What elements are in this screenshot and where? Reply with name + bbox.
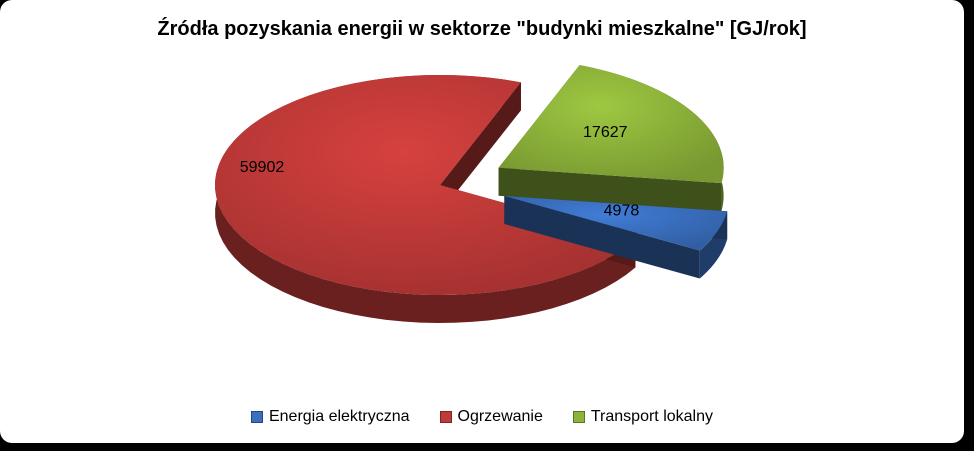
pie-slice-energia-elektryczna xyxy=(504,195,728,251)
legend-swatch-1 xyxy=(250,411,263,423)
legend-swatch-3 xyxy=(572,411,585,423)
pie-slice-ogrzewanie xyxy=(214,75,636,296)
pie-slice-cut-3-2 xyxy=(498,167,722,212)
chart-title: Źródła pozyskania energii w sektorze "bu… xyxy=(157,18,807,40)
legend-swatch-2 xyxy=(439,411,452,423)
pie-slice-cut-1-2 xyxy=(504,195,700,279)
legend-label-2: Ogrzewanie xyxy=(457,408,543,425)
data-label-3: 17627 xyxy=(583,124,628,141)
chart-panel: Źródła pozyskania energii w sektorze "bu… xyxy=(0,0,964,443)
legend-item-1: Energia elektryczna xyxy=(250,408,410,426)
legend-item-3: Transport lokalny xyxy=(572,408,713,426)
legend-label-1: Energia elektryczna xyxy=(268,408,410,425)
legend-item-2: Ogrzewanie xyxy=(439,408,543,426)
data-label-2: 59902 xyxy=(240,159,285,176)
legend-label-3: Transport lokalny xyxy=(590,408,713,425)
pie-chart: 4978 59902 17627 xyxy=(214,65,728,323)
pie-slice-transport-lokalny xyxy=(498,65,724,184)
pie-slice-cut-2-2 xyxy=(440,82,521,213)
data-label-1: 4978 xyxy=(604,203,640,220)
legend: Energia elektryczna Ogrzewanie Transport l… xyxy=(0,408,964,426)
